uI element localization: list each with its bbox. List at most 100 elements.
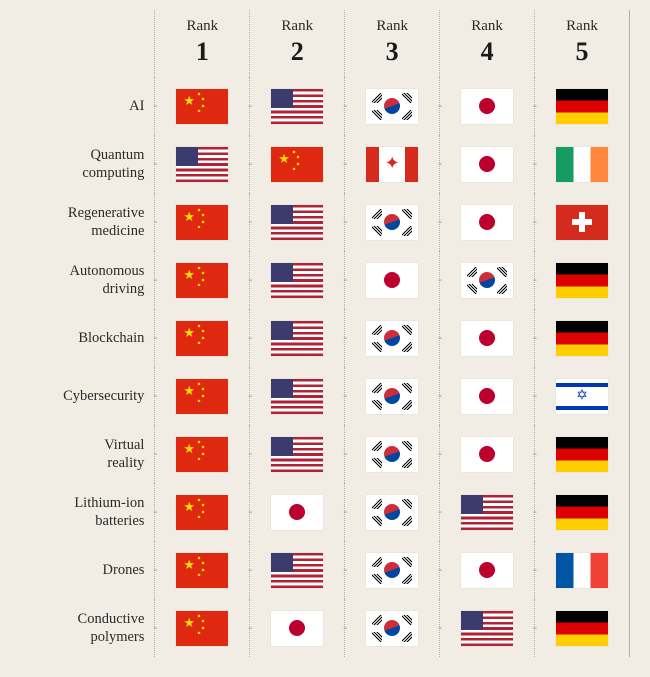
flag-cn-icon xyxy=(176,437,228,472)
flag-kr-icon xyxy=(366,89,418,124)
flag-cell xyxy=(440,541,535,599)
flag-cell xyxy=(155,77,250,135)
table-row: Cybersecurity xyxy=(20,367,630,425)
flag-kr-icon xyxy=(461,263,513,298)
table-row: Blockchain xyxy=(20,309,630,367)
flag-cn-icon xyxy=(176,553,228,588)
flag-us-icon xyxy=(271,263,323,298)
rank-number: 3 xyxy=(345,37,439,67)
flag-cell xyxy=(535,251,630,309)
flag-cell xyxy=(345,541,440,599)
flag-kr-icon xyxy=(366,611,418,646)
flag-jp-icon xyxy=(461,147,513,182)
flag-cn-icon xyxy=(176,205,228,240)
flag-cell xyxy=(440,367,535,425)
row-label: Conductivepolymers xyxy=(20,599,155,657)
rank-word: Rank xyxy=(440,18,534,35)
row-label: Virtualreality xyxy=(20,425,155,483)
flag-cell xyxy=(155,425,250,483)
flag-us-icon xyxy=(271,437,323,472)
flag-cell xyxy=(535,309,630,367)
rank-number: 2 xyxy=(250,37,344,67)
flag-kr-icon xyxy=(366,205,418,240)
ranking-table: Rank1Rank2Rank3Rank4Rank5 AIQuantumcompu… xyxy=(20,10,630,657)
flag-cell xyxy=(440,309,535,367)
flag-cell xyxy=(345,367,440,425)
table-row: Lithium-ionbatteries xyxy=(20,483,630,541)
flag-cell xyxy=(345,483,440,541)
flag-cell xyxy=(250,309,345,367)
flag-cell xyxy=(440,135,535,193)
flag-de-icon xyxy=(556,437,608,472)
rank-header-5: Rank 5 xyxy=(535,10,630,77)
flag-kr-icon xyxy=(366,437,418,472)
row-label: Blockchain xyxy=(20,309,155,367)
flag-cell xyxy=(250,599,345,657)
header-row: Rank1Rank2Rank3Rank4Rank5 xyxy=(20,10,630,77)
flag-cell xyxy=(535,77,630,135)
rank-header-2: Rank2 xyxy=(250,10,345,77)
flag-cell xyxy=(250,135,345,193)
rank-number: 4 xyxy=(440,37,534,67)
rank-word: Rank xyxy=(345,18,439,35)
flag-il-icon xyxy=(556,379,608,414)
flag-cell xyxy=(345,193,440,251)
row-label: AI xyxy=(20,77,155,135)
flag-ch-icon xyxy=(556,205,608,240)
flag-cell xyxy=(155,309,250,367)
flag-de-icon xyxy=(556,611,608,646)
flag-cell xyxy=(250,77,345,135)
rank-header-1: Rank1 xyxy=(155,10,250,77)
header-spacer xyxy=(20,10,155,77)
rank-word: Rank xyxy=(535,18,629,35)
flag-cell xyxy=(250,251,345,309)
table-row: Autonomousdriving xyxy=(20,251,630,309)
flag-cell xyxy=(345,135,440,193)
flag-cell xyxy=(440,425,535,483)
flag-us-icon xyxy=(271,205,323,240)
flag-us-icon xyxy=(176,147,228,182)
row-label: Lithium-ionbatteries xyxy=(20,483,155,541)
rank-number: 1 xyxy=(155,37,249,67)
rank-number: 5 xyxy=(535,37,629,67)
row-label: Autonomousdriving xyxy=(20,251,155,309)
flag-cell xyxy=(155,483,250,541)
flag-us-icon xyxy=(461,495,513,530)
flag-us-icon xyxy=(271,379,323,414)
flag-cell xyxy=(250,483,345,541)
flag-cell xyxy=(440,193,535,251)
flag-cell xyxy=(155,135,250,193)
flag-cell xyxy=(250,193,345,251)
flag-cell xyxy=(250,425,345,483)
flag-cn-icon xyxy=(271,147,323,182)
flag-cn-icon xyxy=(176,89,228,124)
flag-cell xyxy=(155,251,250,309)
flag-cn-icon xyxy=(176,263,228,298)
row-label: Regenerativemedicine xyxy=(20,193,155,251)
flag-cell xyxy=(440,251,535,309)
table-row: Drones xyxy=(20,541,630,599)
flag-cell xyxy=(535,135,630,193)
flag-cell xyxy=(535,599,630,657)
flag-cn-icon xyxy=(176,379,228,414)
flag-us-icon xyxy=(271,321,323,356)
flag-cn-icon xyxy=(176,611,228,646)
flag-cell xyxy=(535,541,630,599)
flag-cell xyxy=(440,77,535,135)
ranking-table-container: Rank1Rank2Rank3Rank4Rank5 AIQuantumcompu… xyxy=(0,0,650,677)
flag-us-icon xyxy=(271,553,323,588)
flag-de-icon xyxy=(556,321,608,356)
table-row: Regenerativemedicine xyxy=(20,193,630,251)
flag-jp-icon xyxy=(461,89,513,124)
flag-jp-icon xyxy=(366,263,418,298)
flag-cell xyxy=(345,425,440,483)
table-row: Quantumcomputing xyxy=(20,135,630,193)
table-body: AIQuantumcomputingRegenerativemedicineAu… xyxy=(20,77,630,657)
flag-kr-icon xyxy=(366,379,418,414)
flag-de-icon xyxy=(556,263,608,298)
flag-cell xyxy=(250,541,345,599)
flag-cell xyxy=(440,599,535,657)
flag-us-icon xyxy=(271,89,323,124)
flag-cell xyxy=(535,193,630,251)
table-row: AI xyxy=(20,77,630,135)
